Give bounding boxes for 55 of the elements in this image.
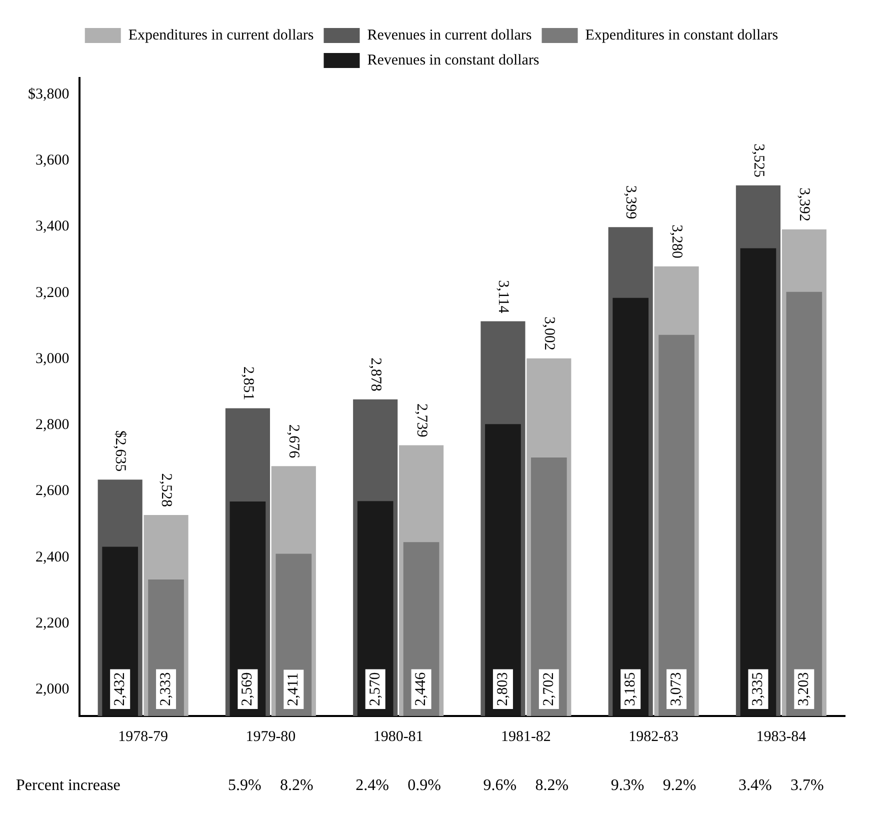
data-label: 3,280 bbox=[668, 224, 685, 258]
x-tick-label: 1981-82 bbox=[500, 728, 551, 745]
y-tick-label: 2,200 bbox=[36, 615, 70, 632]
data-label: 3,002 bbox=[540, 316, 557, 350]
text: 9.3% bbox=[610, 777, 644, 794]
data-label: 3,392 bbox=[796, 188, 812, 222]
text: 2.4% bbox=[356, 777, 389, 794]
data-label: 2,446 bbox=[413, 672, 430, 706]
data-label: 2,878 bbox=[367, 358, 384, 392]
y-tick-label: 2,600 bbox=[36, 483, 70, 500]
x-tick-label: 1979-80 bbox=[246, 728, 296, 745]
data-label: 2,676 bbox=[286, 424, 302, 459]
data-label: $2,635 bbox=[112, 430, 128, 472]
legend-label: Expenditures in constant dollars bbox=[585, 27, 778, 44]
data-label: 2,333 bbox=[158, 672, 174, 706]
x-tick-label: 1982-83 bbox=[628, 728, 679, 745]
data-label: 2,528 bbox=[158, 473, 174, 508]
data-label: 2,411 bbox=[286, 672, 302, 706]
data-label: 3,335 bbox=[750, 672, 766, 706]
y-tick-label: 3,400 bbox=[36, 218, 70, 235]
y-tick-label: 2,400 bbox=[36, 549, 70, 566]
data-label: 3,525 bbox=[750, 144, 766, 178]
text: 8.2% bbox=[535, 777, 569, 794]
data-label: 2,702 bbox=[540, 672, 557, 706]
text: 3.7% bbox=[790, 777, 824, 794]
data-label: 2,803 bbox=[494, 672, 511, 706]
data-label: 3,114 bbox=[495, 280, 512, 314]
data-label: 3,073 bbox=[668, 672, 684, 706]
y-tick-label: 3,600 bbox=[36, 152, 70, 169]
legend-label: Revenues in current dollars bbox=[367, 27, 532, 44]
text: 8.2% bbox=[280, 777, 314, 794]
text: 9.2% bbox=[662, 777, 696, 794]
y-tick-label: $3,800 bbox=[28, 86, 70, 102]
legend-label: Revenues in constant dollars bbox=[367, 52, 540, 68]
x-tick-label: 1983-84 bbox=[756, 728, 807, 745]
y-tick-label: 3,200 bbox=[36, 284, 70, 301]
data-label: 2,432 bbox=[112, 672, 128, 706]
data-label: 3,399 bbox=[622, 185, 639, 220]
x-tick-label: 1978-79 bbox=[118, 728, 168, 745]
text: 9.6% bbox=[483, 777, 517, 794]
data-label: 2,570 bbox=[367, 672, 384, 706]
legend-label: Expenditures in current dollars bbox=[128, 27, 314, 44]
data-label: 2,851 bbox=[240, 366, 256, 400]
data-label: 2,739 bbox=[413, 404, 430, 438]
text: 0.9% bbox=[408, 777, 441, 794]
data-label: 3,203 bbox=[796, 672, 812, 706]
data-label: 2,569 bbox=[240, 672, 256, 706]
text: 3.4% bbox=[738, 777, 772, 794]
y-tick-label: 3,000 bbox=[36, 350, 70, 367]
text: Percent increase bbox=[16, 777, 120, 794]
y-tick-label: 2,000 bbox=[36, 681, 70, 698]
y-tick-label: 2,800 bbox=[36, 417, 70, 434]
x-tick-label: 1980-81 bbox=[373, 728, 424, 745]
text: 5.9% bbox=[228, 777, 262, 794]
data-label: 3,185 bbox=[622, 672, 639, 706]
